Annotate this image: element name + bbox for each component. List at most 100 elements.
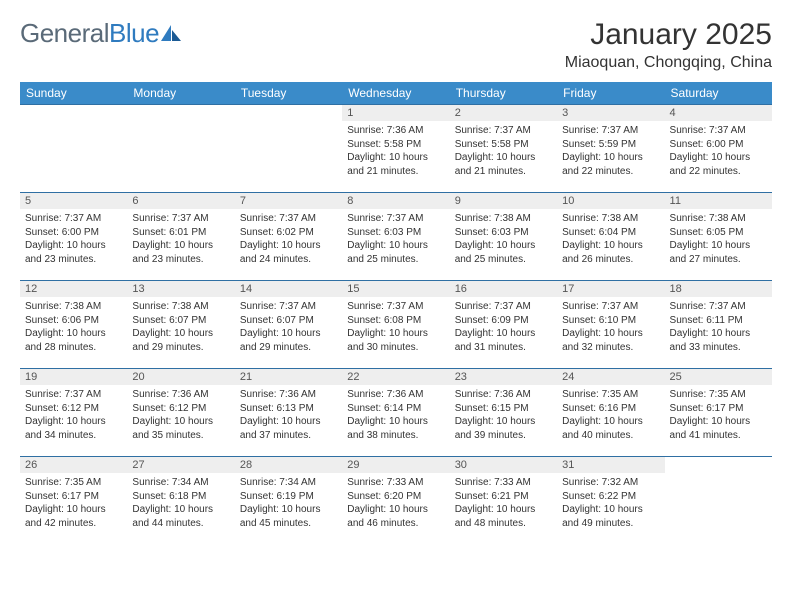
day-number: 31 [557,457,664,473]
day-details: Sunrise: 7:38 AMSunset: 6:03 PMDaylight:… [450,209,557,269]
day-details: Sunrise: 7:37 AMSunset: 6:08 PMDaylight:… [342,297,449,357]
day-number: 12 [20,281,127,297]
day-details: Sunrise: 7:32 AMSunset: 6:22 PMDaylight:… [557,473,664,533]
day-cell: 12Sunrise: 7:38 AMSunset: 6:06 PMDayligh… [20,281,127,369]
day-cell: 4Sunrise: 7:37 AMSunset: 6:00 PMDaylight… [665,105,772,193]
day-cell: 6Sunrise: 7:37 AMSunset: 6:01 PMDaylight… [127,193,234,281]
day-details: Sunrise: 7:38 AMSunset: 6:04 PMDaylight:… [557,209,664,269]
day-details: Sunrise: 7:34 AMSunset: 6:19 PMDaylight:… [235,473,342,533]
day-number: 14 [235,281,342,297]
day-number: 27 [127,457,234,473]
location-text: Miaoquan, Chongqing, China [565,54,772,72]
day-number: 13 [127,281,234,297]
day-number: 23 [450,369,557,385]
day-cell: 15Sunrise: 7:37 AMSunset: 6:08 PMDayligh… [342,281,449,369]
day-number: 10 [557,193,664,209]
day-cell: 28Sunrise: 7:34 AMSunset: 6:19 PMDayligh… [235,457,342,545]
day-number: 6 [127,193,234,209]
week-row: 12Sunrise: 7:38 AMSunset: 6:06 PMDayligh… [20,281,772,369]
day-details: Sunrise: 7:33 AMSunset: 6:20 PMDaylight:… [342,473,449,533]
logo: GeneralBlue [20,18,183,49]
day-details: Sunrise: 7:35 AMSunset: 6:17 PMDaylight:… [665,385,772,445]
day-cell: 13Sunrise: 7:38 AMSunset: 6:07 PMDayligh… [127,281,234,369]
calendar-table: Sunday Monday Tuesday Wednesday Thursday… [20,82,772,545]
day-details: Sunrise: 7:37 AMSunset: 6:07 PMDaylight:… [235,297,342,357]
day-cell: 8Sunrise: 7:37 AMSunset: 6:03 PMDaylight… [342,193,449,281]
day-details: Sunrise: 7:37 AMSunset: 6:02 PMDaylight:… [235,209,342,269]
day-cell: 9Sunrise: 7:38 AMSunset: 6:03 PMDaylight… [450,193,557,281]
day-details: Sunrise: 7:37 AMSunset: 6:09 PMDaylight:… [450,297,557,357]
day-details: Sunrise: 7:36 AMSunset: 6:12 PMDaylight:… [127,385,234,445]
day-number: 8 [342,193,449,209]
day-cell [127,105,234,193]
day-details: Sunrise: 7:36 AMSunset: 6:14 PMDaylight:… [342,385,449,445]
day-cell: 24Sunrise: 7:35 AMSunset: 6:16 PMDayligh… [557,369,664,457]
day-details: Sunrise: 7:36 AMSunset: 6:13 PMDaylight:… [235,385,342,445]
day-number: 26 [20,457,127,473]
day-cell: 27Sunrise: 7:34 AMSunset: 6:18 PMDayligh… [127,457,234,545]
day-details: Sunrise: 7:38 AMSunset: 6:05 PMDaylight:… [665,209,772,269]
week-row: 1Sunrise: 7:36 AMSunset: 5:58 PMDaylight… [20,105,772,193]
day-cell: 26Sunrise: 7:35 AMSunset: 6:17 PMDayligh… [20,457,127,545]
day-number: 22 [342,369,449,385]
day-number: 20 [127,369,234,385]
day-cell [20,105,127,193]
week-row: 26Sunrise: 7:35 AMSunset: 6:17 PMDayligh… [20,457,772,545]
day-number: 18 [665,281,772,297]
day-number: 2 [450,105,557,121]
header-right: January 2025 Miaoquan, Chongqing, China [565,18,772,72]
day-number: 16 [450,281,557,297]
logo-sail-icon [161,25,183,43]
dayname-sun: Sunday [20,82,127,105]
day-details: Sunrise: 7:33 AMSunset: 6:21 PMDaylight:… [450,473,557,533]
day-number: 4 [665,105,772,121]
day-cell [665,457,772,545]
day-cell: 2Sunrise: 7:37 AMSunset: 5:58 PMDaylight… [450,105,557,193]
day-number: 15 [342,281,449,297]
day-cell: 10Sunrise: 7:38 AMSunset: 6:04 PMDayligh… [557,193,664,281]
day-details: Sunrise: 7:37 AMSunset: 5:59 PMDaylight:… [557,121,664,181]
dayname-sat: Saturday [665,82,772,105]
day-cell: 7Sunrise: 7:37 AMSunset: 6:02 PMDaylight… [235,193,342,281]
day-details: Sunrise: 7:37 AMSunset: 6:12 PMDaylight:… [20,385,127,445]
dayname-mon: Monday [127,82,234,105]
dayname-fri: Friday [557,82,664,105]
day-cell: 29Sunrise: 7:33 AMSunset: 6:20 PMDayligh… [342,457,449,545]
day-details: Sunrise: 7:36 AMSunset: 5:58 PMDaylight:… [342,121,449,181]
day-details: Sunrise: 7:38 AMSunset: 6:06 PMDaylight:… [20,297,127,357]
day-cell: 25Sunrise: 7:35 AMSunset: 6:17 PMDayligh… [665,369,772,457]
day-number: 17 [557,281,664,297]
day-number: 11 [665,193,772,209]
day-number: 3 [557,105,664,121]
day-details: Sunrise: 7:37 AMSunset: 6:10 PMDaylight:… [557,297,664,357]
day-cell: 5Sunrise: 7:37 AMSunset: 6:00 PMDaylight… [20,193,127,281]
day-cell: 22Sunrise: 7:36 AMSunset: 6:14 PMDayligh… [342,369,449,457]
page-header: GeneralBlue January 2025 Miaoquan, Chong… [20,18,772,72]
day-cell: 20Sunrise: 7:36 AMSunset: 6:12 PMDayligh… [127,369,234,457]
dayname-wed: Wednesday [342,82,449,105]
day-cell: 17Sunrise: 7:37 AMSunset: 6:10 PMDayligh… [557,281,664,369]
day-number: 19 [20,369,127,385]
day-number: 28 [235,457,342,473]
week-row: 19Sunrise: 7:37 AMSunset: 6:12 PMDayligh… [20,369,772,457]
day-cell: 1Sunrise: 7:36 AMSunset: 5:58 PMDaylight… [342,105,449,193]
day-number: 21 [235,369,342,385]
day-details: Sunrise: 7:37 AMSunset: 6:00 PMDaylight:… [665,121,772,181]
day-cell: 18Sunrise: 7:37 AMSunset: 6:11 PMDayligh… [665,281,772,369]
week-row: 5Sunrise: 7:37 AMSunset: 6:00 PMDaylight… [20,193,772,281]
day-number: 24 [557,369,664,385]
calendar-body: 1Sunrise: 7:36 AMSunset: 5:58 PMDaylight… [20,105,772,545]
day-cell: 14Sunrise: 7:37 AMSunset: 6:07 PMDayligh… [235,281,342,369]
day-details: Sunrise: 7:37 AMSunset: 6:11 PMDaylight:… [665,297,772,357]
day-number: 1 [342,105,449,121]
day-header-row: Sunday Monday Tuesday Wednesday Thursday… [20,82,772,105]
month-title: January 2025 [565,18,772,52]
day-number: 7 [235,193,342,209]
dayname-thu: Thursday [450,82,557,105]
day-number: 25 [665,369,772,385]
day-cell: 3Sunrise: 7:37 AMSunset: 5:59 PMDaylight… [557,105,664,193]
day-details: Sunrise: 7:37 AMSunset: 6:01 PMDaylight:… [127,209,234,269]
day-details: Sunrise: 7:36 AMSunset: 6:15 PMDaylight:… [450,385,557,445]
logo-text-blue: Blue [109,18,159,49]
day-number: 5 [20,193,127,209]
